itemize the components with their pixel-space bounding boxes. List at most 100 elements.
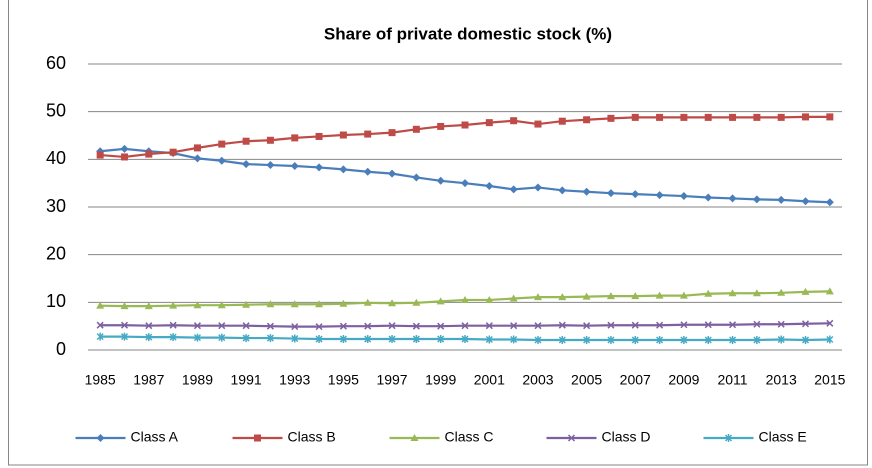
point-marker	[509, 185, 518, 194]
point-marker	[825, 287, 834, 295]
x-tick-label: 2005	[571, 372, 602, 388]
point-marker	[388, 335, 396, 344]
point-marker	[412, 125, 420, 133]
point-marker	[485, 182, 494, 191]
legend-label: Class D	[602, 429, 651, 445]
legend-marker	[254, 434, 261, 442]
point-marker	[120, 153, 128, 161]
point-marker	[509, 294, 518, 302]
point-marker	[558, 117, 566, 125]
point-marker	[266, 334, 274, 343]
y-tick-label: 0	[56, 339, 66, 359]
x-tick-label: 2015	[814, 372, 845, 388]
point-marker	[558, 293, 567, 301]
x-tick-label: 2007	[620, 372, 651, 388]
point-marker	[193, 154, 202, 163]
point-marker	[315, 163, 324, 172]
point-marker	[145, 333, 153, 342]
point-marker	[242, 137, 250, 145]
point-marker	[704, 113, 712, 121]
point-marker	[656, 113, 664, 121]
point-marker	[606, 189, 615, 198]
point-marker	[145, 150, 153, 158]
point-marker	[826, 319, 834, 327]
point-marker	[728, 289, 737, 297]
point-marker	[193, 322, 201, 330]
point-marker	[242, 322, 250, 330]
point-marker	[801, 287, 810, 295]
point-marker	[364, 130, 372, 138]
point-marker	[582, 292, 591, 300]
point-marker	[266, 161, 275, 170]
point-marker	[436, 176, 445, 185]
point-marker	[607, 114, 615, 122]
point-marker	[339, 322, 347, 330]
point-marker	[826, 113, 834, 121]
x-tick-label: 1999	[425, 372, 456, 388]
point-marker	[412, 298, 421, 306]
point-marker	[534, 322, 542, 330]
legend-marker	[410, 434, 419, 441]
point-marker	[339, 165, 348, 174]
point-marker	[655, 191, 664, 200]
point-marker	[145, 322, 153, 330]
point-marker	[752, 289, 761, 297]
y-tick-label: 20	[46, 243, 66, 263]
point-marker	[193, 144, 201, 152]
point-marker	[193, 333, 201, 342]
y-tick-label: 10	[46, 291, 66, 311]
point-marker	[631, 190, 640, 199]
point-marker	[534, 120, 542, 128]
point-marker	[290, 300, 299, 308]
point-marker	[533, 293, 542, 301]
x-tick-label: 2013	[766, 372, 797, 388]
point-marker	[96, 151, 104, 159]
point-marker	[242, 300, 251, 308]
point-marker	[218, 333, 226, 342]
point-marker	[656, 335, 664, 344]
x-tick-label: 2001	[474, 372, 505, 388]
point-marker	[169, 321, 177, 329]
point-marker	[412, 335, 420, 344]
point-marker	[217, 301, 226, 309]
point-marker	[315, 335, 323, 344]
point-marker	[704, 321, 712, 329]
point-marker	[315, 323, 323, 331]
point-marker	[266, 136, 274, 144]
y-tick-label: 50	[46, 100, 66, 120]
point-marker	[558, 321, 566, 329]
point-marker	[339, 131, 347, 139]
point-marker	[583, 335, 591, 344]
x-tick-label: 2003	[522, 372, 553, 388]
point-marker	[120, 144, 129, 153]
point-marker	[753, 113, 761, 121]
point-marker	[412, 173, 421, 182]
point-marker	[412, 322, 420, 330]
point-marker	[461, 121, 469, 129]
point-marker	[704, 289, 713, 297]
point-marker	[485, 335, 493, 344]
point-marker	[461, 295, 469, 303]
x-tick-label: 1987	[133, 372, 164, 388]
point-marker	[96, 321, 104, 329]
point-marker	[242, 334, 250, 343]
point-marker	[680, 335, 688, 344]
point-marker	[388, 169, 397, 178]
point-marker	[777, 335, 785, 344]
point-marker	[582, 187, 591, 196]
point-marker	[777, 288, 786, 296]
point-marker	[193, 301, 202, 309]
point-marker	[802, 113, 810, 121]
point-marker	[606, 292, 615, 300]
point-marker	[169, 148, 177, 156]
point-marker	[631, 292, 640, 300]
point-marker	[680, 113, 688, 121]
x-tick-label: 1993	[279, 372, 310, 388]
point-marker	[729, 335, 737, 344]
point-marker	[534, 335, 542, 344]
point-marker	[655, 291, 664, 299]
point-marker	[656, 321, 664, 329]
x-tick-label: 1989	[182, 372, 213, 388]
point-marker	[777, 113, 785, 121]
